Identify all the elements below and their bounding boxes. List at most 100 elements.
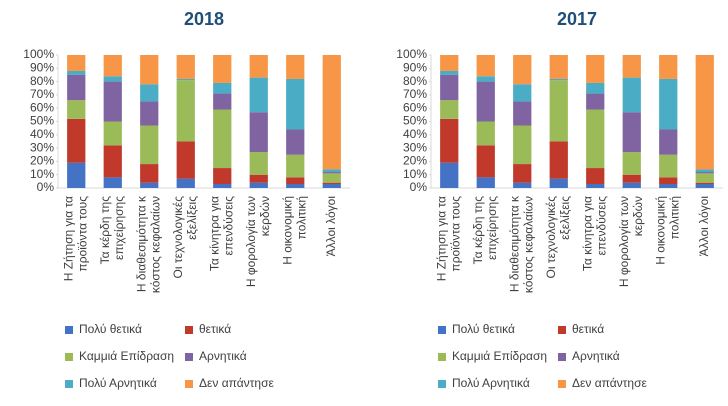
legend-swatch	[65, 326, 73, 334]
bar-segment	[67, 55, 86, 71]
bar-segment	[140, 55, 159, 85]
x-tick-label: Οι τεχνολογικές	[544, 196, 558, 279]
bar-segment	[140, 125, 159, 165]
x-tick-label: Τα κίνητρα για	[580, 196, 594, 271]
bar-segment	[286, 78, 305, 130]
y-tick-label: 20%	[30, 154, 54, 168]
bar-segment	[67, 70, 86, 75]
y-tick-label: 10%	[403, 167, 427, 181]
x-tick-label: προϊόντα τους	[448, 196, 462, 272]
bar-segment	[513, 84, 532, 102]
bar-segment	[322, 173, 341, 183]
bar-segment	[549, 178, 568, 188]
legend-label: θετικά	[199, 322, 231, 336]
bar-segment	[176, 178, 195, 188]
legend-label: Πολύ θετικά	[452, 322, 515, 336]
y-tick-label: 50%	[403, 114, 427, 128]
x-tick-label: Τα κέρδη της	[471, 196, 485, 265]
legend-label: Πολύ Αρνητικά	[452, 376, 530, 390]
bar-segment	[586, 55, 605, 83]
bar-segment	[549, 78, 568, 81]
bar-segment	[476, 145, 495, 178]
bar-segment	[440, 70, 459, 75]
bar-segment	[622, 55, 641, 78]
bar-segment	[513, 125, 532, 165]
x-tick-label: Η οικονομική	[653, 196, 667, 265]
bar-segment	[476, 81, 495, 122]
bar-segment	[249, 77, 268, 113]
bar-segment	[103, 55, 122, 77]
bar-segment	[286, 184, 305, 188]
y-tick-label: 90%	[30, 60, 54, 74]
bar-segment	[103, 81, 122, 122]
bar-segment	[695, 169, 714, 173]
bar-segment	[622, 112, 641, 153]
bar-segment	[622, 182, 641, 188]
bar-segment	[140, 182, 159, 188]
bar-segment	[140, 164, 159, 183]
bar-segment	[476, 121, 495, 146]
x-tick-label: Η διαθεσιμότητα κ	[507, 195, 521, 292]
x-tick-label: Η Ζήτηση για τα	[434, 196, 448, 281]
legend-swatch	[65, 353, 73, 361]
legend-label: Καμμιά Επίδραση	[452, 349, 547, 363]
x-tick-label: προϊόντα τους	[75, 196, 89, 272]
bar-segment	[659, 184, 678, 188]
bar-segment	[659, 177, 678, 185]
x-tick-label: Άλλοι λόγοι	[324, 196, 338, 257]
bar-segment	[695, 55, 714, 170]
x-tick-label: Η φορολογία των	[617, 196, 631, 287]
y-tick-label: 10%	[30, 167, 54, 181]
y-tick-label: 0%	[410, 180, 428, 194]
legend-swatch	[558, 380, 566, 388]
legend-swatch	[65, 380, 73, 388]
legend-swatch	[185, 326, 193, 334]
x-tick-label: κόστος κεφαλαίων	[148, 196, 162, 293]
bar-segment	[286, 177, 305, 185]
y-tick-label: 100%	[396, 47, 427, 61]
bar-segment	[140, 84, 159, 102]
bar-segment	[213, 82, 232, 94]
bar-segment	[440, 74, 459, 101]
bar-segment	[249, 55, 268, 78]
bar-segment	[440, 118, 459, 163]
bar-segment	[213, 93, 232, 110]
legend-swatch	[438, 353, 446, 361]
bar-segment	[513, 55, 532, 85]
bar-segment	[586, 184, 605, 188]
bar-segment	[549, 55, 568, 79]
bar-segment	[440, 55, 459, 71]
bar-segment	[322, 182, 341, 185]
bar-segment	[440, 162, 459, 188]
legend-label: Καμμιά Επίδραση	[79, 349, 174, 363]
legend-label: Πολύ θετικά	[79, 322, 142, 336]
bar-segment	[695, 182, 714, 185]
x-tick-label: Τα κέρδη της	[98, 196, 112, 265]
bar-segment	[176, 55, 195, 79]
bar-segment	[322, 184, 341, 188]
bar-segment	[659, 129, 678, 155]
x-tick-label: Η οικονομική	[280, 196, 294, 265]
y-tick-label: 90%	[403, 60, 427, 74]
x-tick-label: εξελίξεις	[185, 196, 199, 240]
bar-segment	[322, 172, 341, 174]
x-tick-label: κερδών	[631, 196, 645, 236]
bar-segment	[176, 141, 195, 179]
x-tick-label: Η Ζήτηση για τα	[61, 196, 75, 281]
bar-segment	[286, 129, 305, 155]
bar-segment	[103, 177, 122, 188]
bar-segment	[67, 162, 86, 188]
bar-segment	[103, 121, 122, 146]
legend-label: Πολύ Αρνητικά	[79, 376, 157, 390]
bar-segment	[586, 168, 605, 185]
x-tick-label: επιχείρησης	[485, 196, 499, 260]
legend-label: Αρνητικά	[572, 349, 620, 363]
legend-swatch	[558, 326, 566, 334]
bar-segment	[249, 174, 268, 183]
legend-label: Δεν απάντησε	[572, 376, 648, 390]
x-tick-label: πολιτική	[294, 196, 308, 239]
bar-segment	[513, 164, 532, 183]
legend-label: Δεν απάντησε	[199, 376, 275, 390]
bar-segment	[695, 172, 714, 174]
